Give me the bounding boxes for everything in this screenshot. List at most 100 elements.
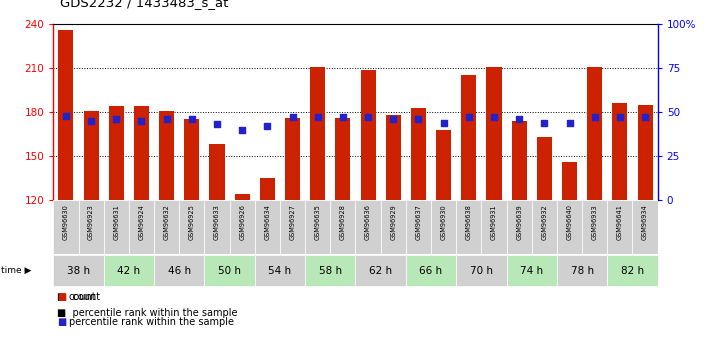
Bar [331,200,356,254]
Point [237,127,248,132]
Bar [305,255,356,286]
Text: GSM96633: GSM96633 [214,204,220,240]
Bar [230,200,255,254]
Point [111,116,122,122]
Point [136,118,147,124]
Text: GSM96928: GSM96928 [340,204,346,240]
Bar [557,255,607,286]
Text: 74 h: 74 h [520,266,543,276]
Point [539,120,550,126]
Text: GSM96631: GSM96631 [113,204,119,240]
Bar [456,200,481,254]
Point [513,116,525,122]
Bar [537,137,552,200]
Text: GSM96926: GSM96926 [239,204,245,240]
Text: 70 h: 70 h [470,266,493,276]
Point [387,116,399,122]
Bar [356,200,380,254]
Point [287,115,298,120]
Point [463,115,474,120]
Text: 82 h: 82 h [621,266,644,276]
Bar [205,200,230,254]
Bar [285,118,300,200]
Point [488,115,500,120]
Bar [506,200,532,254]
Point [312,115,324,120]
Bar [587,67,602,200]
Text: 42 h: 42 h [117,266,141,276]
Bar [179,200,205,254]
Text: GSM96934: GSM96934 [642,204,648,240]
Text: GSM96927: GSM96927 [289,204,296,240]
Bar [310,67,325,200]
Text: percentile rank within the sample: percentile rank within the sample [69,317,234,327]
Bar [411,108,426,200]
Bar [210,144,225,200]
Point [589,115,600,120]
Bar [104,255,154,286]
Text: GSM96925: GSM96925 [189,204,195,240]
Bar [633,200,658,254]
Point [639,115,651,120]
Text: GSM96924: GSM96924 [139,204,144,240]
Bar [129,200,154,254]
Text: GSM96639: GSM96639 [516,204,522,240]
Text: time ▶: time ▶ [1,266,32,275]
Text: GSM96630: GSM96630 [63,204,69,240]
Bar [235,194,250,200]
Text: 58 h: 58 h [319,266,342,276]
Text: GSM96641: GSM96641 [617,204,623,240]
Text: GDS2232 / 1433483_s_at: GDS2232 / 1433483_s_at [60,0,229,9]
Bar [512,121,527,200]
Bar [385,115,401,200]
Text: GSM96632: GSM96632 [164,204,170,240]
Text: 38 h: 38 h [67,266,90,276]
Text: ■  count
■  percentile rank within the sample: ■ count ■ percentile rank within the sam… [57,292,237,318]
Bar [486,67,501,200]
Bar [53,255,104,286]
Bar [436,130,451,200]
Point [337,115,348,120]
Text: GSM96638: GSM96638 [466,204,472,240]
Point [564,120,575,126]
Text: GSM96932: GSM96932 [541,204,547,240]
Point [211,122,223,127]
Bar [638,105,653,200]
Text: ■: ■ [57,317,66,327]
Bar [356,255,406,286]
Bar [305,200,331,254]
Bar [481,200,506,254]
Point [262,124,273,129]
Text: 50 h: 50 h [218,266,241,276]
Bar [360,70,375,200]
Bar [53,200,78,254]
Bar [336,118,351,200]
Text: GSM96637: GSM96637 [415,204,422,240]
Bar [84,111,99,200]
Text: GSM96923: GSM96923 [88,204,94,240]
Text: 54 h: 54 h [268,266,292,276]
Bar [260,178,275,200]
Bar [134,106,149,200]
Bar [557,200,582,254]
Text: 66 h: 66 h [419,266,443,276]
Bar [506,255,557,286]
Text: GSM96929: GSM96929 [390,204,396,240]
Point [186,116,198,122]
Bar [255,200,280,254]
Bar [607,255,658,286]
Text: GSM96930: GSM96930 [441,204,447,240]
Point [60,113,72,118]
Point [413,116,424,122]
Text: GSM96933: GSM96933 [592,204,598,240]
Text: 62 h: 62 h [369,266,392,276]
Bar [562,162,577,200]
Point [363,115,374,120]
Bar [109,106,124,200]
Bar [154,255,205,286]
Bar [406,255,456,286]
Point [438,120,449,126]
Text: ■: ■ [57,292,66,302]
Point [161,116,172,122]
Bar [280,200,305,254]
